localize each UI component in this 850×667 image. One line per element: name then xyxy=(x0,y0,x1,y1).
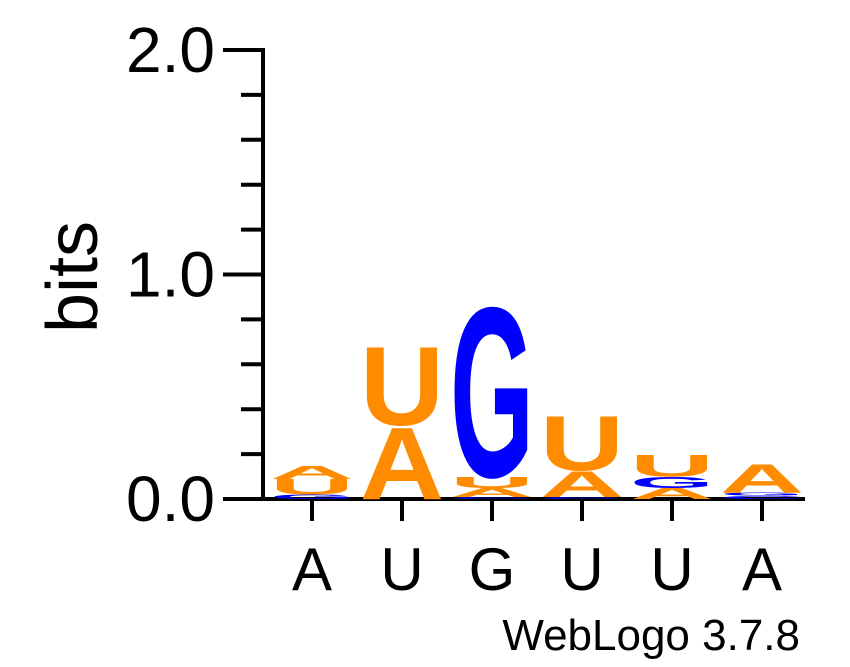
logo-letter-g: G xyxy=(270,493,354,500)
logo-letter-u: U xyxy=(630,449,714,484)
logo-letter-a: A xyxy=(270,462,354,483)
logo-letter-g: G xyxy=(450,257,534,529)
logo-letter-c: C xyxy=(450,496,534,499)
logo-letter-c: C xyxy=(540,496,624,499)
logo-letter-a: A xyxy=(720,456,804,501)
position-stack: CGA xyxy=(720,456,804,501)
logo-letter-u: U xyxy=(270,475,354,499)
y-axis: 0.0 1.0 2.0 xyxy=(126,14,265,535)
logo-letter-g: G xyxy=(720,491,804,496)
x-tick-label: A xyxy=(742,536,782,603)
position-stack: CAU xyxy=(540,400,624,505)
x-tick-label: U xyxy=(650,536,693,603)
logo-letter-u: U xyxy=(450,474,534,491)
logo-letter-a: A xyxy=(450,485,534,499)
y-axis-label: bits xyxy=(33,221,113,333)
x-tick-label: G xyxy=(469,536,516,603)
logo-letter-c: C xyxy=(720,495,804,500)
x-tick-label: A xyxy=(292,536,332,603)
x-tick-label: U xyxy=(560,536,603,603)
y-tick-label: 0.0 xyxy=(126,463,215,535)
position-stack: AU xyxy=(360,324,444,522)
y-tick-label: 2.0 xyxy=(126,14,215,86)
position-stack: AGU xyxy=(630,449,714,503)
logo-letter-u: U xyxy=(360,324,444,450)
position-stack: GUA xyxy=(270,462,354,501)
weblogo-credit: WebLogo 3.7.8 xyxy=(502,611,800,660)
logo-letter-g: G xyxy=(630,474,714,491)
x-tick-label: U xyxy=(380,536,423,603)
logo-letter-u: U xyxy=(540,400,624,487)
logo-letter-a: A xyxy=(360,406,444,521)
logo-letter-a: A xyxy=(630,485,714,502)
y-tick-label: 1.0 xyxy=(126,239,215,311)
logo-letter-a: A xyxy=(540,463,624,504)
